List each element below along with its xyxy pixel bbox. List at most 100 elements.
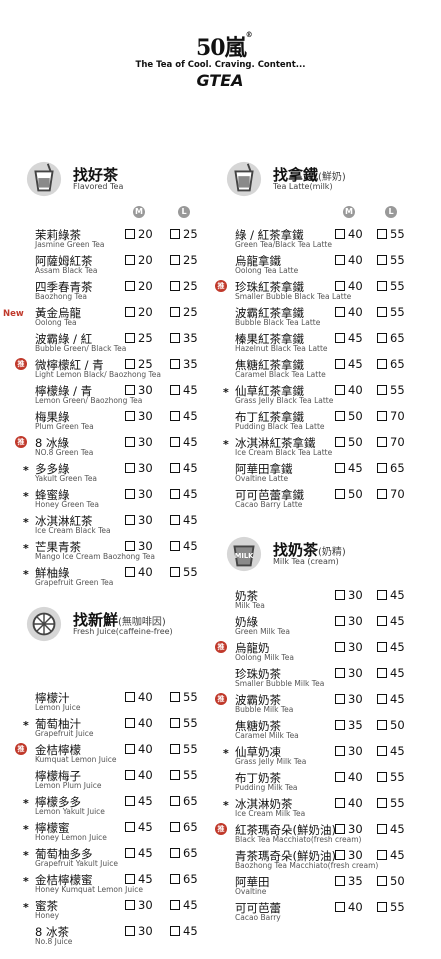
checkbox-l[interactable]	[170, 359, 180, 369]
star-mark: *	[23, 516, 29, 529]
checkbox-l[interactable]	[377, 359, 387, 369]
checkbox-m[interactable]	[335, 385, 345, 395]
checkbox-m[interactable]	[335, 824, 345, 834]
checkbox-m[interactable]	[335, 590, 345, 600]
checkbox-l[interactable]	[170, 874, 180, 884]
checkbox-m[interactable]	[335, 668, 345, 678]
checkbox-l[interactable]	[377, 772, 387, 782]
checkbox-l[interactable]	[377, 590, 387, 600]
checkbox-m[interactable]	[335, 642, 345, 652]
checkbox-l[interactable]	[170, 515, 180, 525]
checkbox-m[interactable]	[125, 692, 135, 702]
checkbox-m[interactable]	[125, 437, 135, 447]
checkbox-l[interactable]	[170, 796, 180, 806]
checkbox-l[interactable]	[170, 692, 180, 702]
checkbox-l[interactable]	[377, 876, 387, 886]
checkbox-l[interactable]	[377, 694, 387, 704]
checkbox-l[interactable]	[170, 281, 180, 291]
checkbox-l[interactable]	[377, 307, 387, 317]
checkbox-m[interactable]	[335, 281, 345, 291]
checkbox-m[interactable]	[125, 255, 135, 265]
checkbox-m[interactable]	[125, 567, 135, 577]
recommend-badge: 推	[215, 641, 227, 653]
checkbox-m[interactable]	[335, 255, 345, 265]
checkbox-m[interactable]	[125, 822, 135, 832]
checkbox-m[interactable]	[335, 694, 345, 704]
checkbox-l[interactable]	[170, 307, 180, 317]
checkbox-m[interactable]	[125, 411, 135, 421]
checkbox-m[interactable]	[335, 720, 345, 730]
checkbox-m[interactable]	[125, 385, 135, 395]
checkbox-m[interactable]	[335, 359, 345, 369]
checkbox-l[interactable]	[377, 255, 387, 265]
checkbox-m[interactable]	[125, 744, 135, 754]
checkbox-m[interactable]	[125, 359, 135, 369]
checkbox-l[interactable]	[377, 229, 387, 239]
checkbox-l[interactable]	[170, 822, 180, 832]
checkbox-m[interactable]	[335, 437, 345, 447]
checkbox-l[interactable]	[377, 281, 387, 291]
checkbox-m[interactable]	[125, 900, 135, 910]
checkbox-l[interactable]	[170, 541, 180, 551]
checkbox-l[interactable]	[170, 848, 180, 858]
checkbox-m[interactable]	[335, 333, 345, 343]
checkbox-m[interactable]	[335, 876, 345, 886]
checkbox-l[interactable]	[170, 411, 180, 421]
checkbox-m[interactable]	[125, 796, 135, 806]
checkbox-m[interactable]	[335, 772, 345, 782]
checkbox-l[interactable]	[170, 437, 180, 447]
checkbox-l[interactable]	[170, 463, 180, 473]
price-l: 70	[377, 435, 405, 449]
checkbox-m[interactable]	[335, 229, 345, 239]
checkbox-l[interactable]	[377, 437, 387, 447]
checkbox-m[interactable]	[335, 307, 345, 317]
checkbox-m[interactable]	[335, 411, 345, 421]
checkbox-m[interactable]	[125, 229, 135, 239]
checkbox-l[interactable]	[377, 746, 387, 756]
checkbox-l[interactable]	[170, 718, 180, 728]
checkbox-l[interactable]	[170, 770, 180, 780]
checkbox-m[interactable]	[125, 848, 135, 858]
checkbox-m[interactable]	[125, 926, 135, 936]
checkbox-l[interactable]	[377, 616, 387, 626]
checkbox-m[interactable]	[335, 616, 345, 626]
checkbox-l[interactable]	[377, 463, 387, 473]
checkbox-m[interactable]	[125, 874, 135, 884]
checkbox-m[interactable]	[335, 798, 345, 808]
checkbox-m[interactable]	[335, 902, 345, 912]
checkbox-m[interactable]	[125, 333, 135, 343]
checkbox-l[interactable]	[377, 824, 387, 834]
checkbox-m[interactable]	[125, 489, 135, 499]
checkbox-m[interactable]	[335, 489, 345, 499]
checkbox-l[interactable]	[170, 567, 180, 577]
checkbox-l[interactable]	[377, 385, 387, 395]
checkbox-l[interactable]	[377, 902, 387, 912]
checkbox-l[interactable]	[377, 720, 387, 730]
checkbox-l[interactable]	[170, 229, 180, 239]
checkbox-l[interactable]	[170, 333, 180, 343]
item-name-zh: 金桔檸檬	[35, 743, 81, 757]
checkbox-m[interactable]	[125, 541, 135, 551]
checkbox-l[interactable]	[170, 489, 180, 499]
checkbox-m[interactable]	[125, 307, 135, 317]
checkbox-l[interactable]	[377, 642, 387, 652]
checkbox-m[interactable]	[125, 515, 135, 525]
checkbox-l[interactable]	[377, 333, 387, 343]
checkbox-l[interactable]	[377, 411, 387, 421]
checkbox-m[interactable]	[125, 770, 135, 780]
checkbox-m[interactable]	[335, 850, 345, 860]
checkbox-m[interactable]	[335, 746, 345, 756]
checkbox-l[interactable]	[377, 798, 387, 808]
checkbox-m[interactable]	[125, 718, 135, 728]
checkbox-m[interactable]	[335, 463, 345, 473]
checkbox-m[interactable]	[125, 281, 135, 291]
checkbox-l[interactable]	[170, 744, 180, 754]
checkbox-l[interactable]	[377, 850, 387, 860]
checkbox-m[interactable]	[125, 463, 135, 473]
checkbox-l[interactable]	[170, 255, 180, 265]
checkbox-l[interactable]	[377, 489, 387, 499]
checkbox-l[interactable]	[170, 926, 180, 936]
checkbox-l[interactable]	[377, 668, 387, 678]
checkbox-l[interactable]	[170, 900, 180, 910]
checkbox-l[interactable]	[170, 385, 180, 395]
